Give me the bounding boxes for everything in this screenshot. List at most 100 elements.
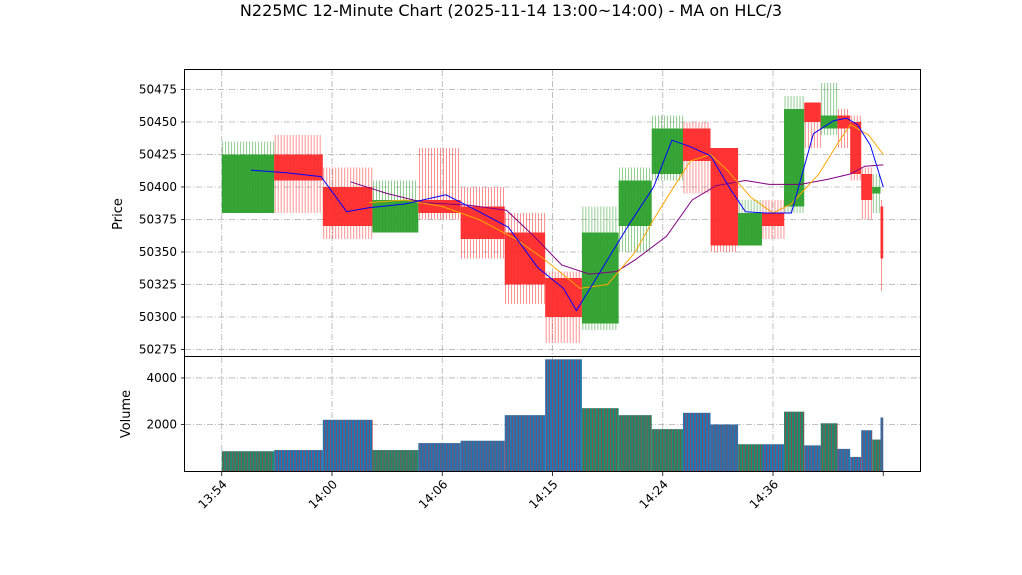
volume-bar-fill [761,444,785,471]
x-tick-label: 14:00 [306,477,340,511]
candle-down [761,200,785,239]
volume-bar [504,415,546,471]
candle-down [837,109,851,148]
candle-up [651,115,684,181]
volume-bar-fill [372,450,419,471]
volume-bar [581,408,619,471]
candle-up [872,174,881,213]
candle-body [221,154,275,213]
volume-bar-fill [837,448,851,471]
volume-bar-fill [221,451,275,471]
volume-panel: 2000 4000 Volume [119,356,921,472]
price-tick-label: 50350 [139,245,177,259]
candle-down [504,213,546,304]
volume-bar [274,450,323,471]
x-tick-label: 14:15 [526,477,560,511]
volume-bar-fill [861,430,873,471]
price-tick-label: 50400 [139,180,177,194]
candle-body [761,213,785,226]
volume-bar-fill [274,450,323,471]
candle-body [880,206,884,259]
price-axis-label: Price [111,198,126,230]
volume-bar-fill [804,445,821,471]
candle-body [618,180,652,226]
volume-tick-label: 2000 [146,417,177,431]
volume-bar [322,419,373,471]
price-tick-label: 50425 [139,148,177,162]
chart-title: N225MC 12-Minute Chart (2025-11-14 13:00… [240,1,782,20]
candle-body [804,102,821,122]
candle-down [460,187,505,259]
x-axis-ticks: 13:54 14:00 14:06 14:15 14:24 14:36 [196,471,884,512]
volume-bar [820,423,838,471]
candle-body [837,115,851,129]
candle-body [872,187,881,194]
volume-bar-fill [322,419,373,471]
moving-averages [251,117,884,312]
volume-bar [872,439,881,471]
candle-down [545,271,582,343]
price-tick-label: 50325 [139,278,177,292]
volume-bar-fill [820,423,838,471]
volume-bar [837,448,851,471]
candle-up [820,83,838,135]
ma-mid-line [368,123,884,289]
candle-up [221,141,275,213]
candle-body [820,115,838,129]
volume-bar-fill [872,439,881,471]
price-panel: 50275 50300 50325 50350 50375 50400 50425 50450… [111,69,921,357]
volume-bar [784,411,805,471]
x-tick-label: 13:54 [196,477,230,511]
volume-bar [418,443,461,471]
candle-down [274,135,323,213]
candle-up [784,96,805,213]
price-tick-label: 50275 [139,343,177,357]
volume-bar-fill [651,429,683,471]
price-tick-label: 50450 [139,115,177,129]
price-tick-label: 50475 [139,83,177,97]
volume-tick-label: 4000 [146,371,177,385]
volume-bar-fill [545,359,582,471]
ma-long-line [350,164,884,275]
volume-bar-fill [850,457,862,471]
volume-bar [682,412,711,471]
volume-bar [651,429,683,471]
candle-down [880,200,884,291]
candle-up [618,167,652,252]
volume-bar [372,450,419,471]
ma-short-line [251,117,884,312]
candle-body [850,122,862,174]
volume-bar [460,440,505,471]
price-tick-label: 50375 [139,213,177,227]
volume-bar-fill [504,415,546,471]
candle-down [804,102,821,148]
volume-y-ticks: 2000 4000 [146,371,185,431]
candle-up [581,206,619,330]
candle-body [861,174,873,200]
volume-bar [804,445,822,471]
volume-bars [221,359,884,471]
volume-bar [738,444,762,471]
volume-bar [850,457,862,471]
candle-up [738,200,762,246]
volume-bar-fill [738,444,762,471]
volume-bar [861,430,873,471]
candle-body [322,187,373,226]
price-tick-label: 50300 [139,310,177,324]
volume-bar-fill [784,411,805,471]
volume-bar-fill [581,408,619,471]
candle-body [274,154,323,181]
candle-down [682,122,711,194]
volume-bar [710,424,739,471]
x-tick-label: 14:06 [416,477,450,511]
candle-body [738,213,762,246]
candle-body [460,206,505,239]
volume-bar [618,415,652,471]
candle-down [418,148,461,220]
volume-bar [761,444,785,471]
volume-bar-fill [418,443,461,471]
volume-bar [545,359,582,471]
volume-bar [221,451,275,471]
candle-body [784,109,805,207]
